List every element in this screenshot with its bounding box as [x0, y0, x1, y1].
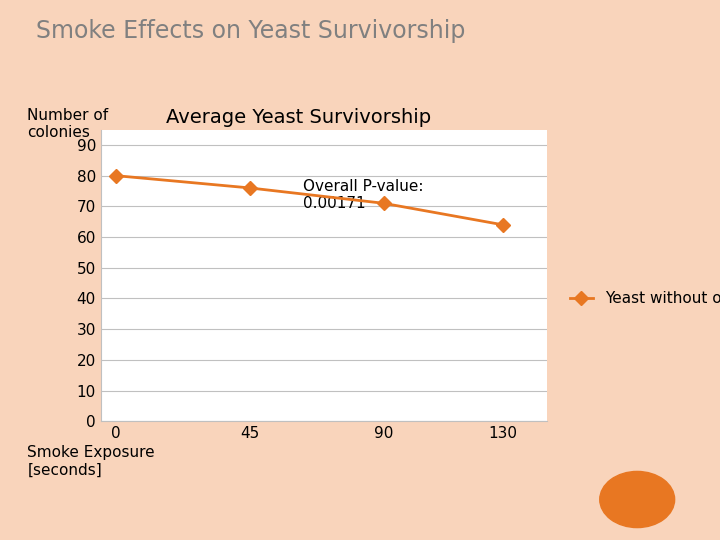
Legend: Yeast without oil: Yeast without oil: [564, 285, 720, 312]
Text: Smoke Effects on Yeast Survivorship: Smoke Effects on Yeast Survivorship: [36, 19, 465, 43]
Text: Number of
colonies: Number of colonies: [27, 108, 109, 140]
Text: Smoke Exposure
[seconds]: Smoke Exposure [seconds]: [27, 446, 155, 478]
Text: Average Yeast Survivorship: Average Yeast Survivorship: [166, 108, 431, 127]
Circle shape: [600, 471, 675, 528]
Text: Overall P-value:
0.00171: Overall P-value: 0.00171: [303, 179, 423, 211]
